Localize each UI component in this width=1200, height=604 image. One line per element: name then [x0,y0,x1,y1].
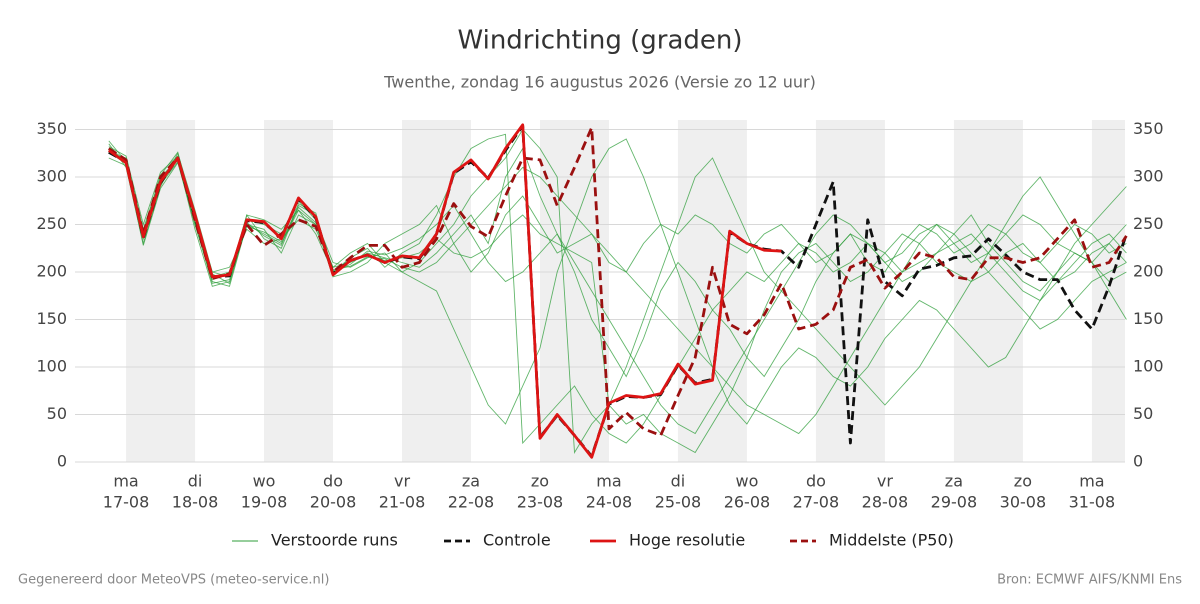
x-tick-label: 27-08 [793,493,840,512]
y-tick-label: 150 [36,309,67,328]
y2-tick-label: 0 [1133,452,1143,471]
y2-tick-label: 200 [1133,262,1164,281]
day-shade [126,120,196,462]
x-tick-label: 25-08 [655,493,702,512]
x-tick-label: vr [877,472,893,491]
y-tick-label: 50 [47,404,67,423]
y-tick-label: 0 [57,452,67,471]
y2-tick-label: 300 [1133,167,1164,186]
footer-right: Bron: ECMWF AIFS/KNMI Ens [997,573,1182,588]
x-tick-label: wo [736,472,759,491]
x-tick-label: ma [113,472,138,491]
y2-tick-label: 150 [1133,309,1164,328]
y2-tick-label: 50 [1133,404,1153,423]
x-tick-label: di [188,472,203,491]
legend-label: Controle [483,531,551,550]
x-tick-label: 22-08 [448,493,495,512]
x-tick-label: 31-08 [1069,493,1116,512]
x-tick-label: zo [531,472,549,491]
x-tick-label: 18-08 [172,493,219,512]
x-tick-label: 23-08 [517,493,564,512]
legend-label: Hoge resolutie [629,531,745,550]
x-tick-label: zo [1014,472,1032,491]
day-shade [1091,120,1125,462]
legend-label: Middelste (P50) [829,531,954,550]
x-tick-label: do [323,472,343,491]
ensemble-line [108,140,1127,454]
day-shade [953,120,1023,462]
y2-tick-label: 350 [1133,119,1164,138]
x-tick-label: za [462,472,480,491]
chart-subtitle: Twenthe, zondag 16 augustus 2026 (Versie… [383,73,816,92]
ensemble-line [108,147,1127,378]
x-tick-label: 17-08 [103,493,150,512]
footer-left: Gegenereerd door MeteoVPS (meteo-service… [18,573,329,588]
y-tick-label: 300 [36,167,67,186]
x-tick-label: do [806,472,826,491]
x-tick-label: 26-08 [724,493,771,512]
x-tick-label: 30-08 [1000,493,1047,512]
x-tick-label: di [671,472,686,491]
x-tick-label: wo [253,472,276,491]
x-tick-label: 29-08 [931,493,978,512]
x-tick-label: 24-08 [586,493,633,512]
x-tick-label: 20-08 [310,493,357,512]
y2-tick-label: 100 [1133,357,1164,376]
chart-title: Windrichting (graden) [457,26,742,56]
ensemble-line [108,133,1127,445]
y-tick-label: 200 [36,262,67,281]
x-tick-label: 21-08 [379,493,426,512]
ensemble-line [108,151,1127,435]
x-tick-label: 28-08 [862,493,909,512]
day-shade [815,120,885,462]
x-tick-label: vr [394,472,410,491]
y-tick-label: 350 [36,119,67,138]
ensemble-line [108,150,1127,287]
legend-label: Verstoorde runs [271,531,398,550]
ensemble-line [108,157,1127,435]
day-shade [539,120,609,462]
y-tick-label: 250 [36,214,67,233]
series-line [107,123,782,459]
x-tick-label: za [945,472,963,491]
y2-tick-label: 250 [1133,214,1164,233]
y-tick-label: 100 [36,357,67,376]
day-shade [677,120,747,462]
x-tick-label: 19-08 [241,493,288,512]
x-tick-label: ma [1079,472,1104,491]
day-shade [264,120,334,462]
x-tick-label: ma [596,472,621,491]
ensemble-line [108,138,1127,425]
